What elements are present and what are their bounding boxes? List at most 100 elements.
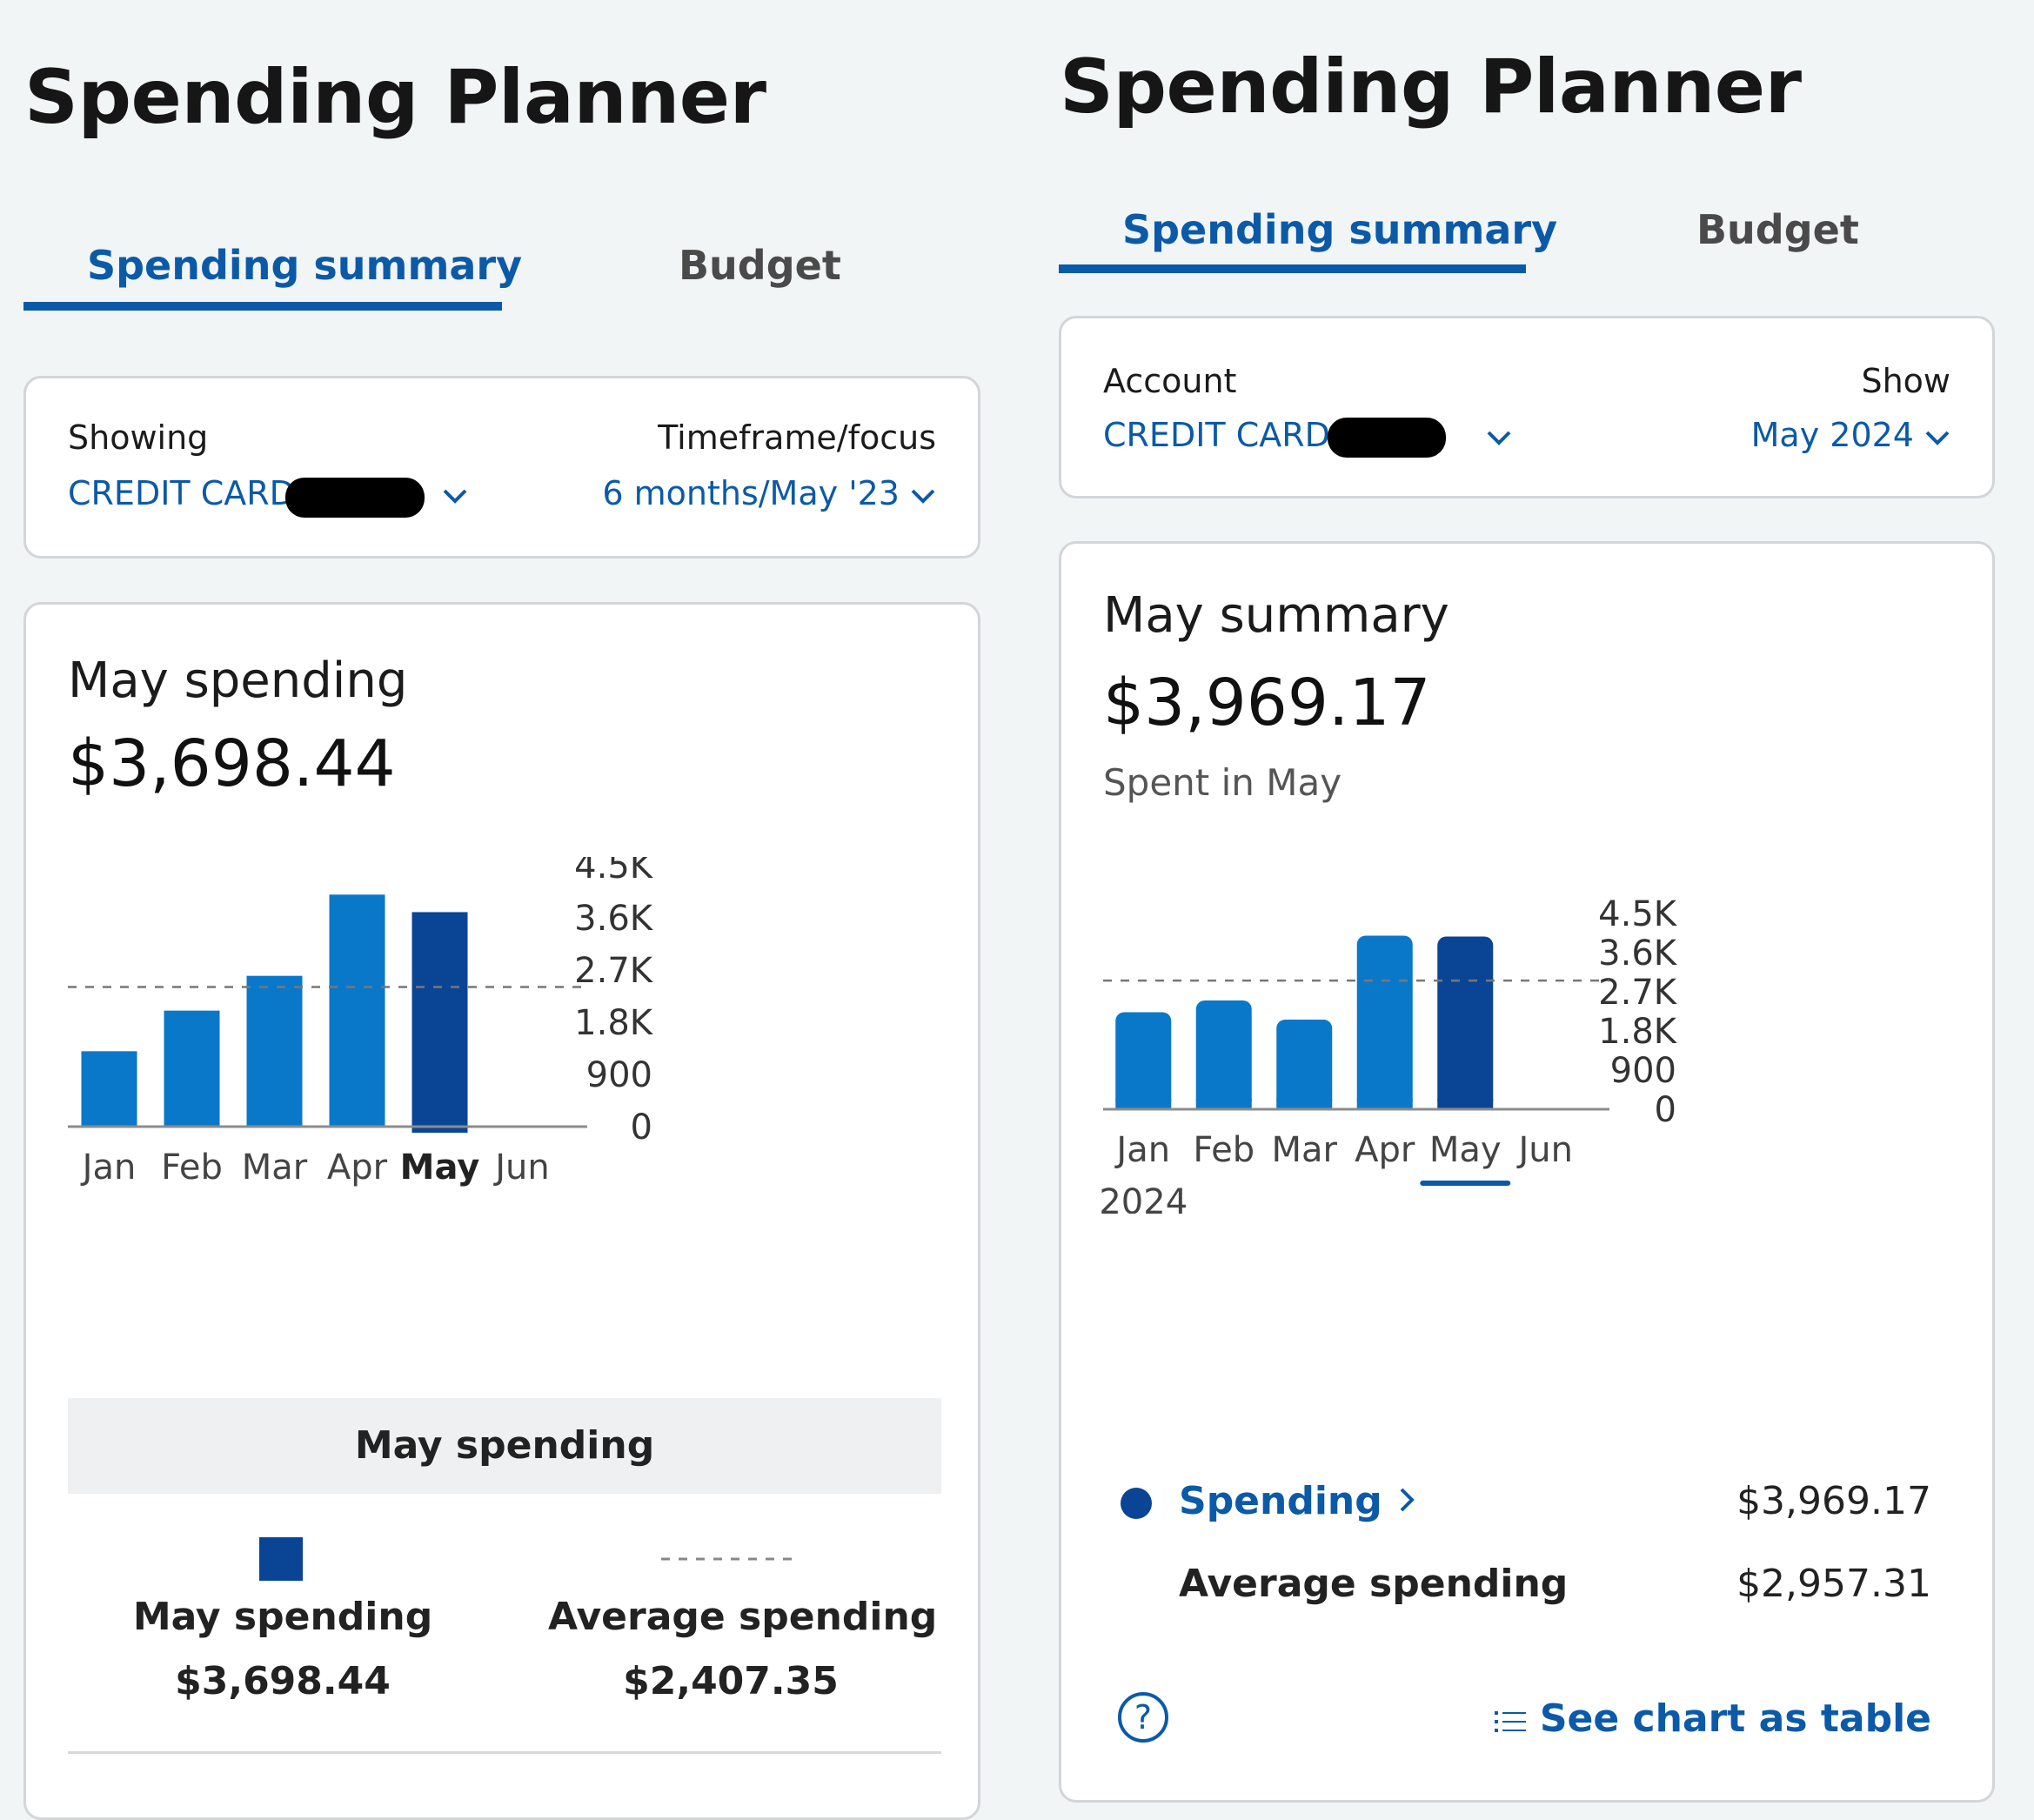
- chevron-right-icon: [1398, 1479, 1415, 1523]
- timeframe-value: 6 months/May '23: [602, 474, 900, 512]
- bar-base: [1195, 1099, 1252, 1109]
- x-tick-label: May: [1429, 1130, 1502, 1170]
- bar: [1276, 1020, 1333, 1109]
- selected-month-underline: [1420, 1181, 1511, 1186]
- chevron-down-icon: [1924, 416, 1950, 454]
- legend-may-value: $3,698.44: [175, 1659, 391, 1703]
- page-title: Spending Planner: [24, 54, 766, 141]
- show-label: Show: [1861, 362, 1950, 400]
- right-panel: Spending Planner Spending summary Budget…: [1035, 0, 2034, 1803]
- summary-heading: May summary: [1103, 587, 1449, 644]
- bar-selected: [411, 912, 468, 1127]
- x-tick-label: Jan: [1114, 1130, 1170, 1170]
- filter-card: Showing CREDIT CARD ( Timeframe/focus 6 …: [23, 376, 980, 559]
- spending-value: $3,969.17: [1736, 1479, 1931, 1523]
- tab-budget[interactable]: Budget: [1696, 206, 1859, 253]
- y-tick-label: 4.5K: [574, 857, 654, 887]
- bar: [1356, 935, 1413, 1109]
- redacted-account-number: [285, 478, 425, 518]
- legend-header: May spending: [68, 1398, 941, 1494]
- summary-subtitle: Spent in May: [1103, 761, 1342, 804]
- active-tab-indicator: [1059, 264, 1526, 273]
- y-tick-label: 3.6K: [1598, 933, 1678, 974]
- legend-average-label: Average spending: [548, 1595, 938, 1639]
- x-tick-label: May: [400, 1148, 480, 1188]
- redacted-account-number: [1328, 418, 1446, 458]
- y-tick-label: 3.6K: [574, 899, 654, 939]
- bar: [1195, 1000, 1252, 1109]
- timeframe-dropdown[interactable]: 6 months/May '23: [602, 474, 936, 512]
- left-panel: Spending Planner Spending summary Budget…: [0, 0, 1000, 1820]
- legend-may-label: May spending: [132, 1595, 433, 1639]
- summary-amount: $3,698.44: [68, 726, 396, 801]
- spending-label: Spending: [1179, 1479, 1382, 1523]
- average-label: Average spending: [1179, 1562, 1569, 1606]
- spending-series-dot: [1121, 1488, 1152, 1519]
- x-tick-label: Jun: [492, 1148, 550, 1188]
- tab-spending-summary[interactable]: Spending summary: [87, 242, 523, 289]
- list-icon: [1494, 1699, 1526, 1743]
- x-tick-label: Jun: [1516, 1130, 1574, 1170]
- bar-selected: [1437, 936, 1494, 1109]
- y-tick-label: 1.8K: [1598, 1012, 1678, 1052]
- period-dropdown[interactable]: May 2024: [1751, 416, 1950, 454]
- bar: [1115, 1012, 1172, 1109]
- bar-base: [1115, 1099, 1172, 1109]
- x-tick-label: Apr: [1355, 1130, 1415, 1170]
- average-value: $2,957.31: [1736, 1562, 1931, 1606]
- spending-link[interactable]: Spending: [1179, 1479, 1415, 1523]
- x-tick-label: Apr: [327, 1148, 388, 1188]
- y-tick-label: 0: [1655, 1090, 1676, 1130]
- summary-card: May summary $3,969.17 Spent in May 4.5K 3…: [1059, 541, 1995, 1803]
- bar: [164, 1010, 220, 1127]
- summary-heading: May spending: [68, 652, 408, 709]
- account-dropdown[interactable]: CREDIT CARD (: [1103, 416, 1512, 454]
- account-value: CREDIT CARD (: [68, 474, 318, 512]
- selected-month-swatch: [259, 1537, 303, 1581]
- bar: [246, 975, 303, 1127]
- page-title: Spending Planner: [1060, 43, 1802, 130]
- average-line-swatch: [661, 1557, 800, 1561]
- account-label: Account: [1103, 362, 1237, 400]
- period-value: May 2024: [1750, 416, 1914, 454]
- bar: [81, 1051, 137, 1127]
- y-tick-label: 2.7K: [574, 951, 654, 991]
- timeframe-label: Timeframe/focus: [658, 418, 936, 457]
- bar: [329, 894, 385, 1127]
- account-value: CREDIT CARD (: [1103, 416, 1354, 454]
- x-tick-label: Feb: [161, 1148, 223, 1188]
- account-dropdown[interactable]: CREDIT CARD (: [68, 474, 468, 512]
- y-tick-label: 900: [1610, 1051, 1676, 1091]
- help-icon[interactable]: ?: [1118, 1692, 1168, 1743]
- active-tab-indicator: [23, 302, 502, 311]
- x-tick-label: Mar: [242, 1148, 308, 1188]
- y-tick-label: 1.8K: [574, 1003, 654, 1043]
- y-tick-label: 900: [586, 1055, 652, 1095]
- spending-bar-chart: 4.5K 3.6K 2.7K 1.8K 900 0 Jan Feb Mar Apr May Jun: [68, 857, 654, 1188]
- selected-marker: [411, 1126, 468, 1133]
- bar-base: [1276, 1099, 1333, 1109]
- chevron-down-icon: [910, 474, 936, 512]
- see-chart-as-table-label: See chart as table: [1539, 1696, 1931, 1741]
- y-tick-label: 0: [631, 1107, 652, 1148]
- x-tick-label: Mar: [1272, 1130, 1338, 1170]
- y-tick-label: 4.5K: [1598, 894, 1678, 934]
- chevron-down-icon: [1486, 416, 1512, 454]
- tab-budget[interactable]: Budget: [679, 242, 841, 289]
- showing-label: Showing: [68, 418, 209, 457]
- see-chart-as-table-link[interactable]: See chart as table: [1494, 1696, 1931, 1743]
- x-year-label: 2024: [1099, 1182, 1188, 1214]
- x-tick-label: Jan: [80, 1148, 137, 1188]
- chevron-down-icon: [442, 474, 468, 512]
- summary-amount: $3,969.17: [1103, 666, 1431, 740]
- bar-base: [1356, 1099, 1413, 1109]
- spending-card: May spending $3,698.44 4.5K 3.6K 2.7K 1.8K 9…: [23, 602, 980, 1820]
- x-tick-label: Feb: [1193, 1130, 1255, 1170]
- legend-average-value: $2,407.35: [623, 1659, 839, 1703]
- bar-base: [1437, 1099, 1494, 1109]
- filter-card: Account CREDIT CARD ( Show May 2024: [1059, 316, 1995, 498]
- y-tick-label: 2.7K: [1598, 973, 1678, 1013]
- tab-spending-summary[interactable]: Spending summary: [1122, 206, 1558, 253]
- divider: [68, 1751, 941, 1754]
